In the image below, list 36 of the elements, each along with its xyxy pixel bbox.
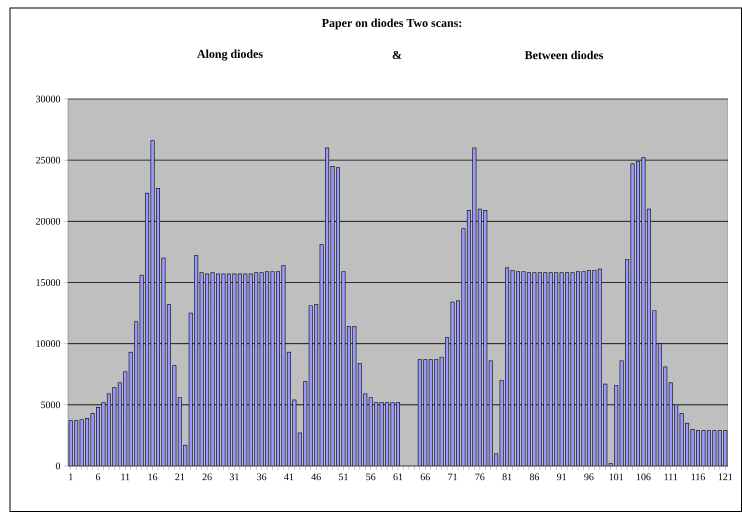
x-tick-label: 26 xyxy=(202,474,212,480)
x-tick-label: 71 xyxy=(448,474,457,480)
x-tick-label: 31 xyxy=(230,474,239,480)
text: Along diodes xyxy=(197,50,263,60)
chart-title: Paper on diodes Two scans: xyxy=(322,18,462,30)
x-tick-label: 6 xyxy=(96,474,100,480)
x-tick-label: 51 xyxy=(339,474,348,480)
text: & xyxy=(392,50,402,60)
x-tick-label: 66 xyxy=(420,474,430,480)
text: Between diodes xyxy=(524,50,604,60)
x-tick-label: 56 xyxy=(366,474,376,480)
x-tick-label: 41 xyxy=(284,474,294,480)
y-tick-label: 5000 xyxy=(41,401,60,408)
y-tick-label: 0 xyxy=(56,462,60,470)
y-tick-label: 15000 xyxy=(36,279,60,286)
y-tick-label: 30000 xyxy=(36,96,60,102)
x-tick-label: 96 xyxy=(584,474,594,480)
y-tick-label: 25000 xyxy=(36,156,60,164)
x-tick-label: 61 xyxy=(393,474,402,480)
x-tick-label: 91 xyxy=(556,474,566,480)
y-tick-label: 10000 xyxy=(36,340,60,348)
x-tick-label: 81 xyxy=(502,474,512,480)
x-tick-label: 101 xyxy=(610,474,624,480)
x-tick-label: 11 xyxy=(121,474,130,480)
x-tick-label: 1 xyxy=(69,474,73,480)
x-tick-label: 116 xyxy=(692,474,705,480)
x-tick-label: 46 xyxy=(311,474,321,480)
x-tick-label: 86 xyxy=(530,474,540,480)
x-tick-label: 111 xyxy=(664,474,678,480)
x-tick-label: 106 xyxy=(636,474,651,480)
x-tick-label: 21 xyxy=(175,474,184,480)
x-tick-label: 121 xyxy=(718,474,732,480)
x-tick-label: 36 xyxy=(257,474,266,480)
x-tick-label: 16 xyxy=(148,474,158,480)
y-tick-label: 20000 xyxy=(36,218,60,225)
x-tick-label: 76 xyxy=(475,474,485,480)
